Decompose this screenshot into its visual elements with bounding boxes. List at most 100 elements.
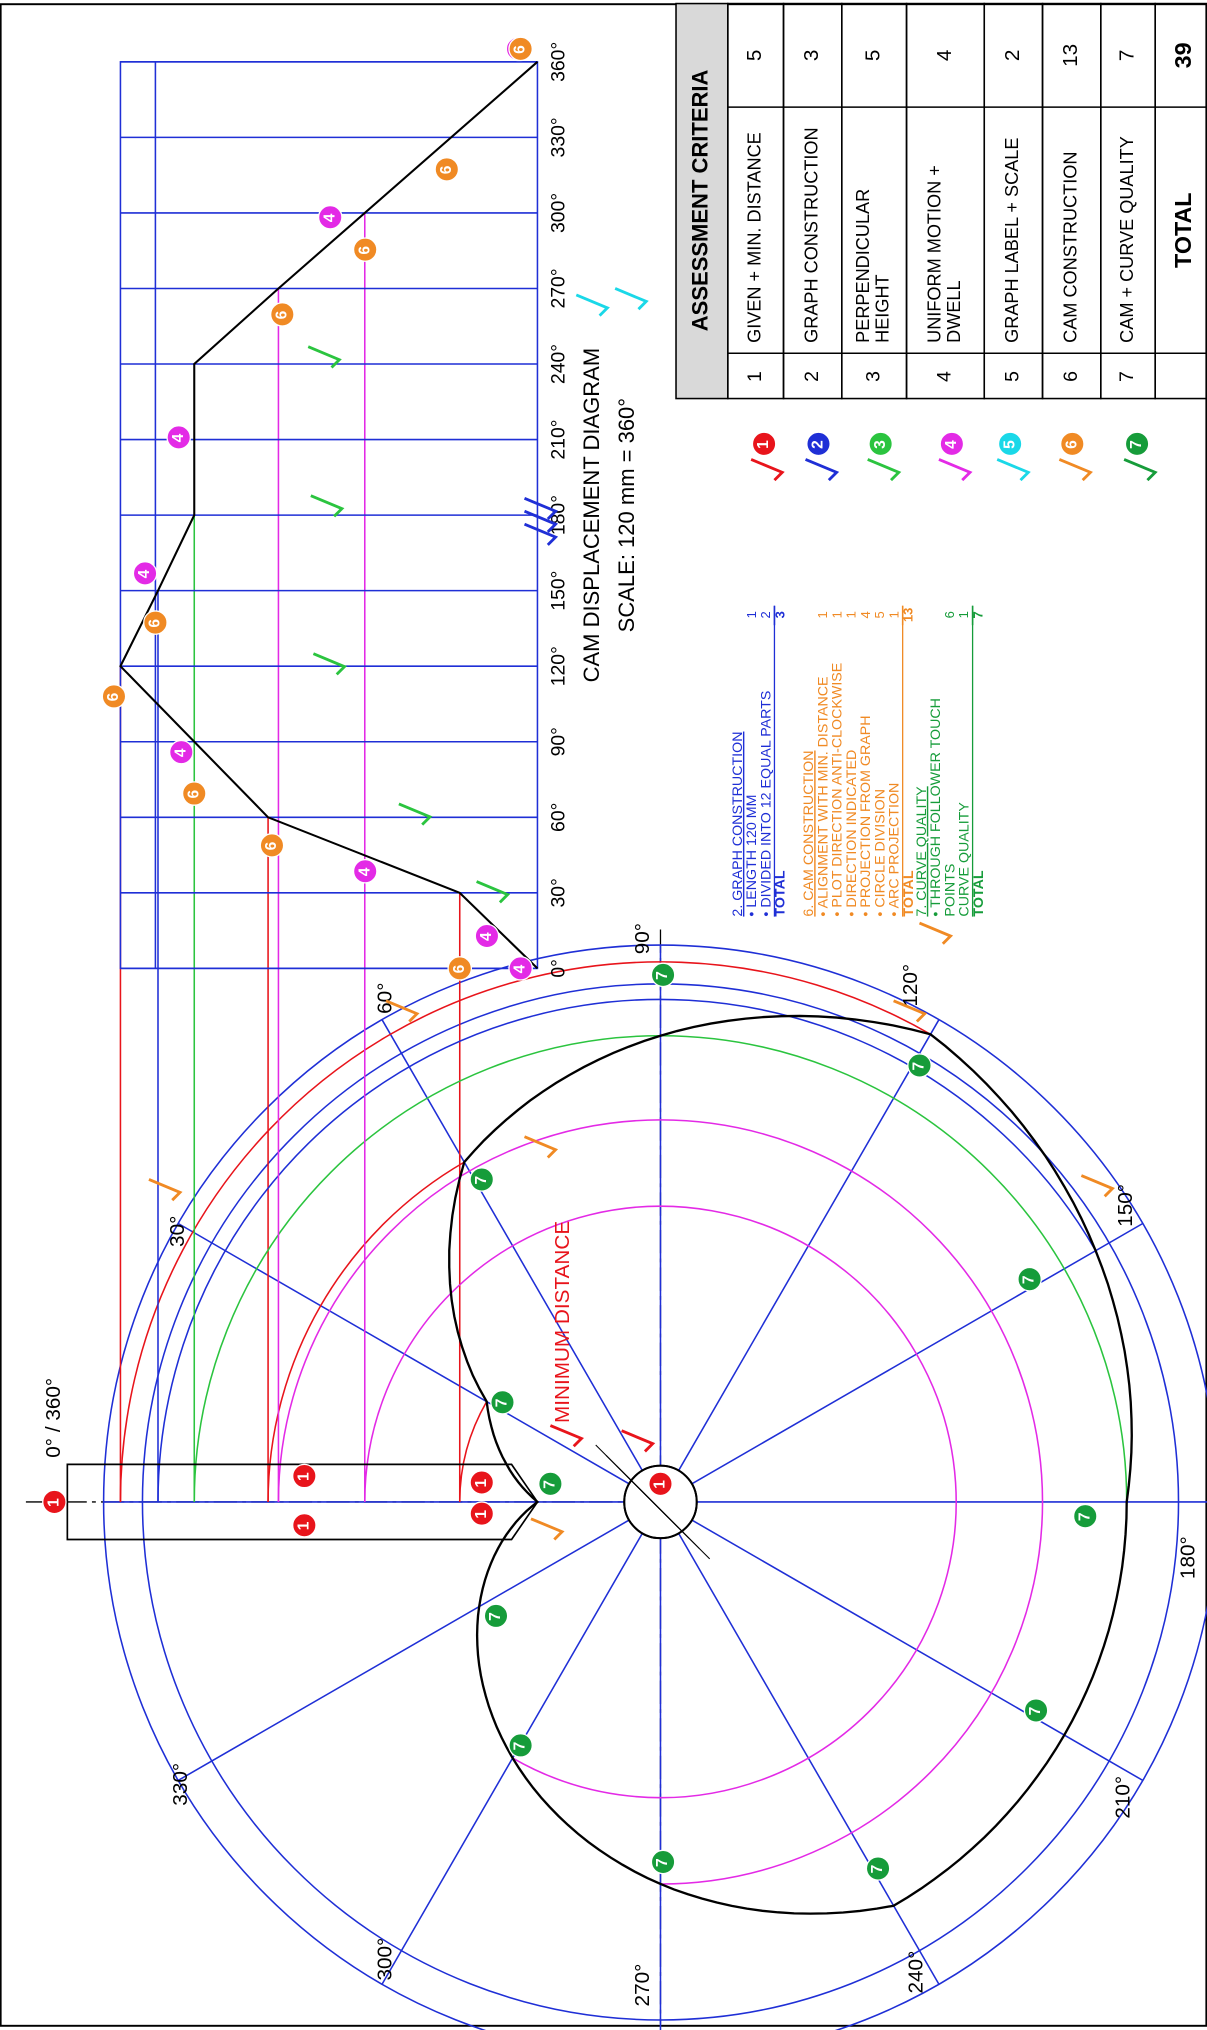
division-line — [177, 1222, 661, 1503]
projection-arc — [157, 998, 1097, 1502]
graph-angle: 0° — [548, 959, 570, 978]
marker-circle — [865, 1856, 891, 1881]
frame — [0, 3, 1207, 2027]
row-marks: 2 — [1001, 50, 1024, 62]
table-header: ASSESSMENT CRITERIA — [688, 70, 713, 332]
note-marks: 1 — [815, 611, 830, 618]
marker-circle — [997, 431, 1023, 457]
cam-angle: 0° / 360° — [42, 1378, 65, 1458]
check-mark — [148, 1178, 183, 1202]
marker-label: 1 — [46, 1498, 63, 1507]
cam-angle: 210° — [1112, 1776, 1135, 1819]
marker-circle — [352, 858, 378, 884]
note-item: • THROUGH FOLLOWER TOUCH — [928, 698, 944, 917]
marker-circle — [508, 36, 533, 62]
total-label: TOTAL — [1170, 192, 1196, 268]
table-header-bg — [676, 3, 728, 399]
check-mark — [918, 921, 954, 945]
check-mark — [523, 509, 559, 533]
projection-arc — [119, 961, 931, 1502]
cam-angle: 180° — [1176, 1536, 1199, 1579]
graph-title: CAM DISPLACEMENT DIAGRAM — [579, 348, 604, 683]
check-mark — [312, 652, 347, 676]
note-total-value: 13 — [901, 608, 916, 622]
marker-circle — [259, 833, 285, 858]
note-item: • PROJECTION FROM GRAPH — [858, 715, 874, 916]
note-item: • DIRECTION INDICATED — [844, 750, 860, 917]
marker-label: 4 — [512, 964, 529, 973]
row-criterion: CAM CONSTRUCTION — [1060, 152, 1080, 343]
marker-label: 4 — [943, 440, 960, 449]
marker-label: 1 — [295, 1472, 312, 1481]
marker-label: 7 — [1021, 1276, 1038, 1285]
graph-angle: 300° — [548, 193, 570, 233]
cam-angle: 90° — [631, 923, 654, 954]
graph-angle: 210° — [548, 419, 570, 459]
check-mark — [476, 880, 511, 904]
row-number: 4 — [934, 371, 956, 382]
marker-label: 7 — [473, 1176, 490, 1185]
graph-angle: 90° — [548, 727, 570, 756]
note-title: 2. GRAPH CONSTRUCTION — [730, 732, 746, 917]
cam-angle: 240° — [904, 1951, 927, 1994]
check-mark — [385, 999, 420, 1023]
marker-circle — [447, 956, 473, 981]
marker-circle — [648, 1471, 673, 1497]
note-total: TOTAL — [773, 870, 789, 916]
marker-label: 6 — [512, 45, 529, 54]
marker-circle — [143, 610, 168, 635]
cam-angle: 30° — [166, 1216, 189, 1247]
marker-circle — [508, 956, 533, 981]
marker-label: 6 — [273, 310, 290, 319]
marker-circle — [1124, 431, 1150, 457]
row-criterion: GIVEN + MIN. DISTANCE — [744, 132, 764, 343]
note-total-value: 7 — [970, 611, 985, 618]
division-line — [177, 1501, 661, 1782]
division-line — [659, 1019, 940, 1503]
note-marks: 1 — [886, 611, 901, 618]
displacement-curve — [119, 61, 539, 970]
check-mark — [867, 458, 902, 482]
marker-label: 1 — [755, 440, 772, 449]
marker-label: 4 — [136, 569, 153, 578]
marker-label: 1 — [473, 1510, 490, 1519]
check-mark — [575, 293, 610, 317]
projection-arc — [267, 1161, 465, 1502]
note-item: CURVE QUALITY — [957, 802, 973, 917]
marker-label: 6 — [185, 790, 202, 799]
division-line — [381, 1019, 662, 1503]
marker-label: 6 — [1063, 440, 1080, 449]
check-mark — [621, 1429, 656, 1453]
marker-circle — [132, 561, 158, 586]
check-mark — [1058, 458, 1093, 482]
cam-angle: 120° — [899, 964, 922, 1007]
check-mark — [398, 802, 433, 826]
marker-label: 7 — [869, 1865, 886, 1874]
row-marks: 4 — [933, 50, 956, 62]
marker-label: 7 — [542, 1480, 559, 1489]
shaft-outline — [623, 1464, 698, 1540]
cam-angle: 300° — [373, 1938, 396, 1981]
marker-label: 4 — [356, 867, 373, 876]
note-marks: 4 — [858, 611, 873, 618]
row-criterion: GRAPH LABEL + SCALE — [1002, 138, 1022, 343]
marker-circle — [490, 1389, 515, 1415]
row-number: 5 — [1002, 371, 1024, 382]
projection-arc — [277, 1119, 1044, 1885]
check-mark — [310, 494, 345, 518]
note-title: 7. CURVE QUALITY — [914, 786, 930, 917]
check-mark — [1080, 1174, 1115, 1198]
marker-circle — [1017, 1266, 1042, 1292]
marker-label: 7 — [487, 1612, 504, 1621]
marker-label: 7 — [1027, 1707, 1044, 1716]
marker-label: 6 — [263, 841, 280, 850]
marker-label: 6 — [451, 964, 468, 973]
marker-circle — [751, 431, 777, 457]
note-total-value: 3 — [772, 611, 787, 618]
graph-angle: 120° — [548, 646, 570, 686]
note-item: • PLOT DIRECTION ANTI-CLOCKWISE — [830, 663, 846, 917]
marker-circle — [939, 431, 965, 457]
note-item: • CIRCLE DIVISION — [872, 789, 888, 917]
row-number: 6 — [1060, 371, 1082, 382]
